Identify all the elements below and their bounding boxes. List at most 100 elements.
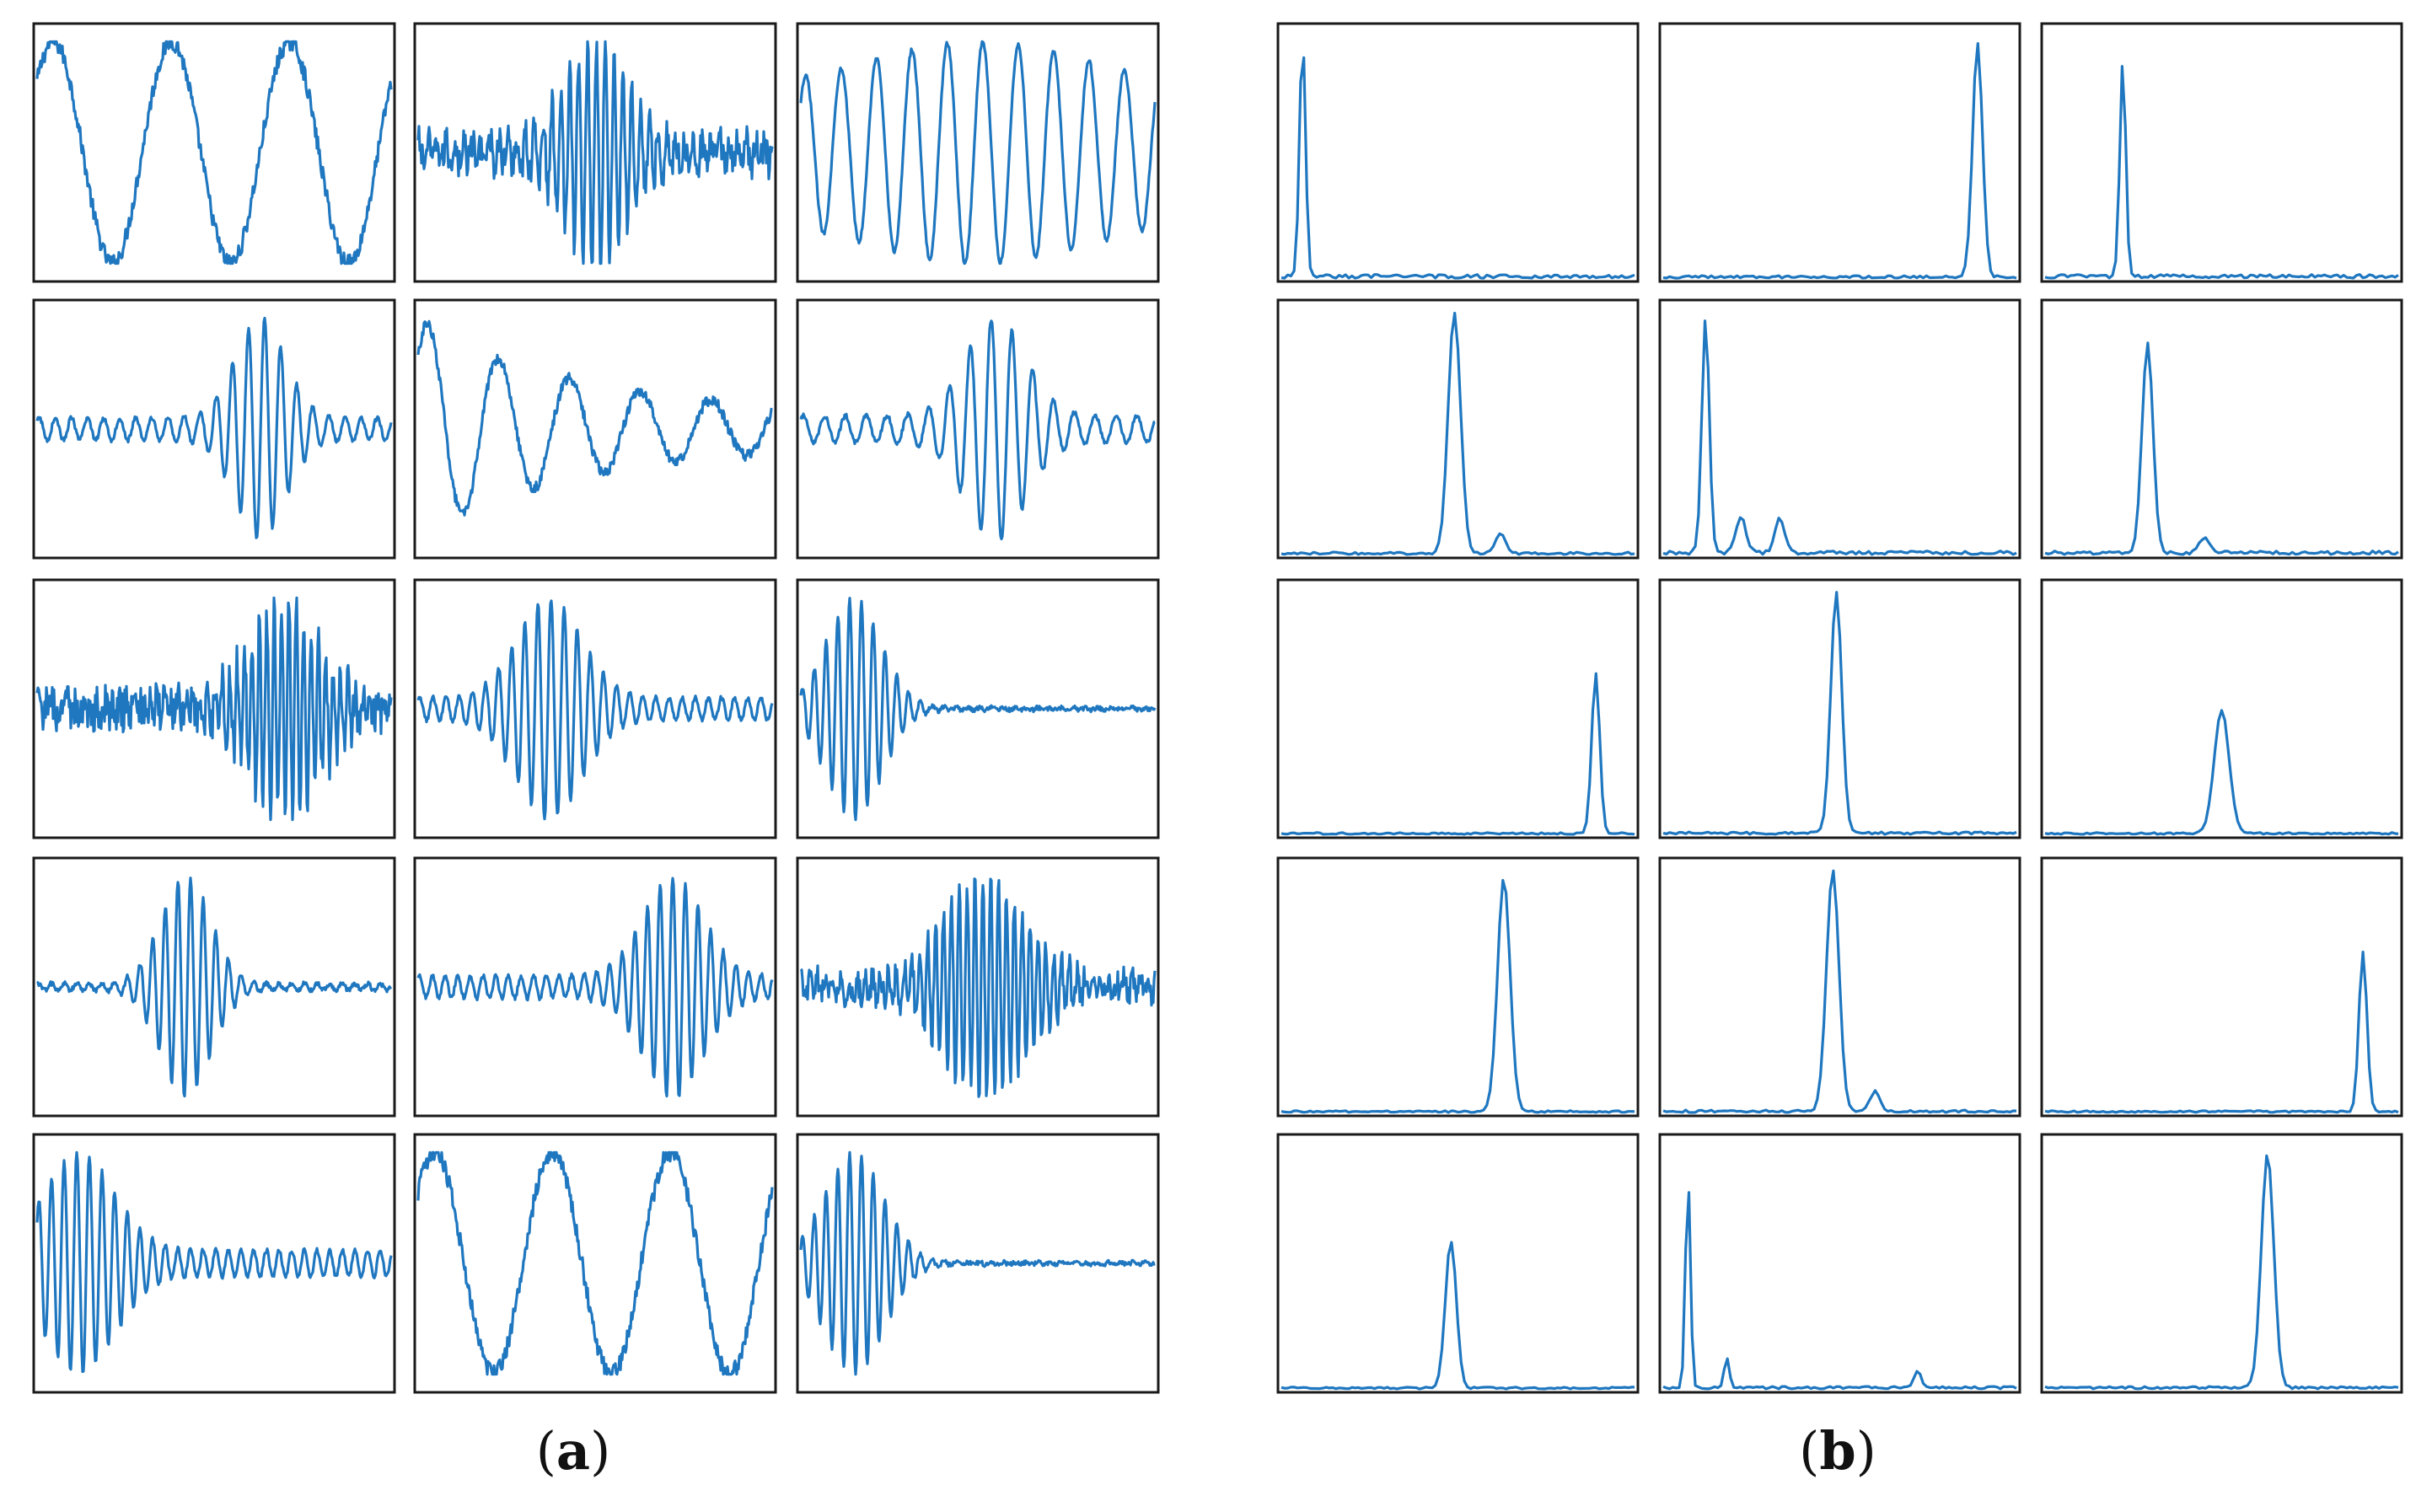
caption-a: (a)	[405, 1420, 742, 1482]
subplot-a-r1c3	[796, 22, 1160, 283]
waveform-line	[416, 1150, 774, 1376]
spectrum-line	[2044, 1154, 2399, 1391]
subplot-b-r1c3	[2040, 22, 2403, 283]
subplot-b-r4c3	[2040, 856, 2403, 1118]
subplot-b-r2c3	[2040, 298, 2403, 560]
subplot-frame	[1276, 578, 1640, 839]
panel-b-spectra	[1276, 22, 2403, 1394]
subplot-frame	[32, 578, 396, 839]
waveform-line	[799, 597, 1157, 822]
waveform-line	[416, 319, 773, 517]
spectrum-line	[1280, 311, 1635, 556]
subplot-frame	[1658, 22, 2021, 283]
caption-b-letter: b	[1819, 1420, 1856, 1482]
panel-a-waveforms	[32, 22, 1160, 1394]
spectrum-line	[1280, 1241, 1635, 1391]
caption-a-close: )	[590, 1420, 611, 1482]
subplot-b-r3c3	[2040, 578, 2403, 839]
subplot-b-r5c1	[1276, 1133, 1640, 1394]
spectrum-line	[1662, 41, 2017, 280]
waveform-line	[799, 319, 1156, 541]
subplot-a-r3c3	[796, 578, 1160, 839]
subplot-b-r5c3	[2040, 1133, 2403, 1394]
subplot-a-r4c1	[32, 856, 396, 1118]
subplot-a-r3c1	[32, 578, 396, 839]
subplot-b-r1c1	[1276, 22, 1640, 283]
subplot-frame	[796, 578, 1160, 839]
subplot-b-r2c1	[1276, 298, 1640, 560]
subplot-frame	[413, 1133, 777, 1394]
waveform-line	[416, 40, 774, 265]
subplot-a-r2c1	[32, 298, 396, 560]
subplot-a-r1c1	[32, 22, 396, 283]
spectrum-line	[2044, 341, 2399, 556]
spectrum-line	[1662, 869, 2017, 1114]
subplot-b-r3c1	[1276, 578, 1640, 839]
subplot-frame	[413, 298, 777, 560]
caption-b-close: )	[1855, 1420, 1876, 1482]
subplot-frame	[32, 22, 396, 283]
subplot-a-r2c2	[413, 298, 777, 560]
waveform-line	[416, 877, 774, 1098]
subplot-frame	[2040, 856, 2403, 1118]
subplot-frame	[796, 856, 1160, 1118]
subplot-b-r1c2	[1658, 22, 2021, 283]
waveform-line	[416, 599, 774, 821]
spectrum-line	[1280, 672, 1635, 836]
subplot-frame	[32, 856, 396, 1118]
subplot-frame	[1658, 856, 2021, 1118]
subplot-a-r1c2	[413, 22, 777, 283]
caption-a-open: (	[535, 1420, 556, 1482]
caption-b: (b)	[1669, 1420, 2006, 1482]
waveform-line	[35, 40, 393, 265]
subplot-a-r5c2	[413, 1133, 777, 1394]
subplot-frame	[2040, 1133, 2403, 1394]
subplot-b-r5c2	[1658, 1133, 2021, 1394]
waveform-line	[35, 1150, 393, 1374]
subplot-frame	[32, 1133, 396, 1394]
spectrum-line	[1662, 1191, 2017, 1391]
spectrum-line	[1662, 591, 2017, 836]
subplot-frame	[1658, 578, 2021, 839]
subplot-frame	[413, 22, 777, 283]
caption-b-open: (	[1799, 1420, 1820, 1482]
subplot-a-r5c3	[796, 1133, 1160, 1394]
waveform-line	[799, 877, 1157, 1098]
subplot-b-r4c1	[1276, 856, 1640, 1118]
subplot-frame	[1658, 1133, 2021, 1394]
subplot-frame	[1276, 298, 1640, 560]
subplot-frame	[2040, 298, 2403, 560]
subplot-frame	[2040, 22, 2403, 283]
waveform-line	[35, 316, 393, 539]
waveform-line	[799, 40, 1157, 265]
subplot-frame	[1276, 22, 1640, 283]
waveform-line	[799, 1150, 1156, 1376]
subplot-b-r2c2	[1658, 298, 2021, 560]
caption-a-letter: a	[556, 1420, 591, 1482]
subplot-frame	[2040, 578, 2403, 839]
spectrum-line	[1662, 319, 2017, 556]
subplot-frame	[796, 1133, 1160, 1394]
spectrum-line	[2044, 950, 2399, 1114]
subplot-a-r4c3	[796, 856, 1160, 1118]
spectrum-line	[2044, 709, 2399, 836]
subplot-a-r2c3	[796, 298, 1160, 560]
subplot-a-r3c2	[413, 578, 777, 839]
subplot-frame	[413, 856, 777, 1118]
subplot-a-r4c2	[413, 856, 777, 1118]
subplot-frame	[1658, 298, 2021, 560]
subplot-a-r5c1	[32, 1133, 396, 1394]
spectrum-line	[1280, 56, 1635, 280]
subplot-frame	[1276, 856, 1640, 1118]
waveform-line	[35, 596, 393, 822]
subplot-frame	[796, 22, 1160, 283]
subplot-b-r3c2	[1658, 578, 2021, 839]
subplot-frame	[1276, 1133, 1640, 1394]
spectrum-line	[1280, 878, 1635, 1114]
spectrum-line	[2044, 65, 2399, 280]
subplot-b-r4c2	[1658, 856, 2021, 1118]
subplot-frame	[796, 298, 1160, 560]
subplot-frame	[32, 298, 396, 560]
subplot-frame	[413, 578, 777, 839]
